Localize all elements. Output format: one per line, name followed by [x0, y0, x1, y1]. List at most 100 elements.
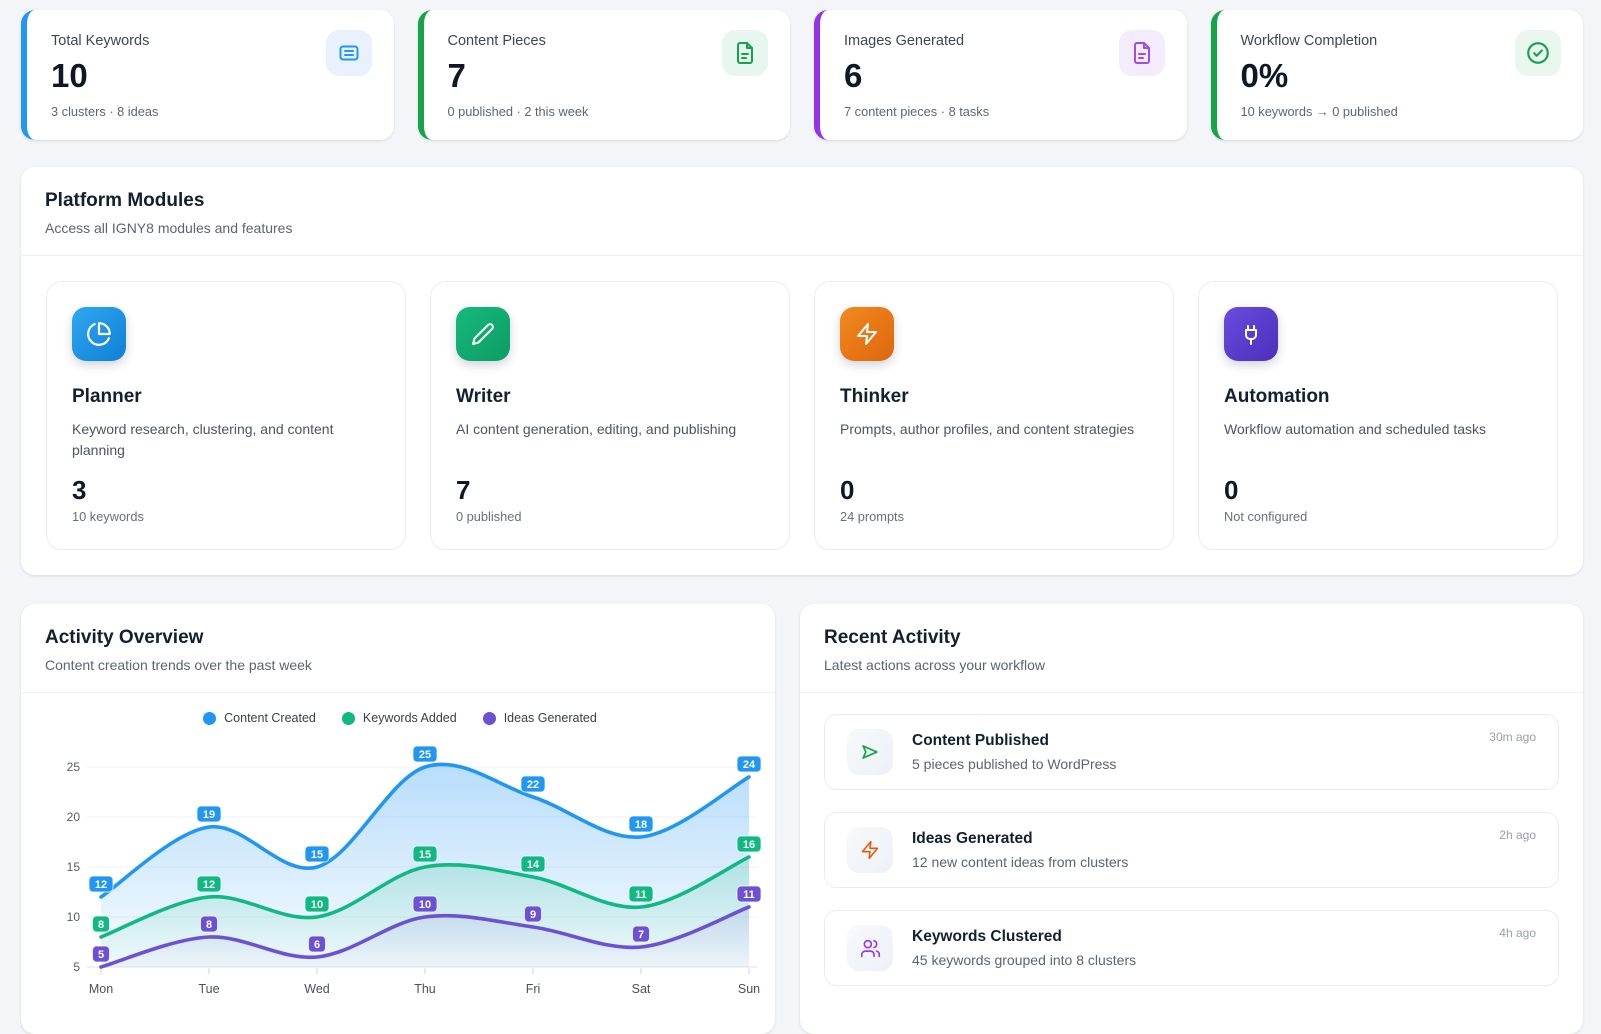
- module-title: Automation: [1224, 386, 1330, 407]
- activity-description: 12 new content ideas from clusters: [912, 854, 1129, 870]
- stat-label: Content Pieces: [447, 33, 546, 49]
- svg-text:Sun: Sun: [738, 982, 760, 996]
- legend-label: Keywords Added: [362, 711, 457, 725]
- panel-subtitle: Content creation trends over the past we…: [45, 657, 312, 673]
- svg-text:18: 18: [635, 819, 647, 831]
- svg-text:8: 8: [206, 919, 212, 931]
- module-count: 3: [72, 475, 87, 505]
- legend-label: Ideas Generated: [503, 711, 597, 725]
- series-2: [99, 905, 751, 969]
- activity-timestamp: 30m ago: [1489, 730, 1536, 744]
- activity-list: Content Published 5 pieces published to …: [800, 693, 1583, 1029]
- recent-activity-header: Recent Activity Latest actions across yo…: [800, 604, 1583, 692]
- svg-text:5: 5: [98, 949, 104, 961]
- module-title: Writer: [456, 386, 511, 407]
- svg-text:15: 15: [419, 849, 431, 861]
- legend-dot: [341, 711, 355, 725]
- chart-legend: Content Created Keywords Added Ideas Gen…: [43, 711, 757, 725]
- svg-text:Sat: Sat: [632, 982, 651, 996]
- panel-subtitle: Latest actions across your workflow: [824, 657, 1045, 673]
- platform-modules-panel: Platform Modules Access all IGNY8 module…: [21, 167, 1583, 575]
- pie-chart-icon: [72, 307, 126, 361]
- zap-icon: [847, 827, 893, 873]
- users-icon: [847, 925, 893, 971]
- activity-line-chart: 5 10 15 20 25 Mon Tue Wed Thu Fri Sat Sun 12 19 15 25 22…: [67, 745, 762, 996]
- panel-title: Platform Modules: [45, 190, 205, 211]
- panel-title: Recent Activity: [824, 627, 961, 648]
- svg-text:6: 6: [314, 939, 320, 951]
- module-sub: 24 prompts: [840, 509, 905, 524]
- svg-text:10: 10: [419, 899, 431, 911]
- stat-card-workflow-completion: Workflow Completion 0% 10 keywords → 0 p…: [1210, 10, 1583, 140]
- activity-item-ideas-generated: Ideas Generated 12 new content ideas fro…: [824, 812, 1559, 888]
- platform-modules-header: Platform Modules Access all IGNY8 module…: [21, 167, 1583, 255]
- activity-description: 45 keywords grouped into 8 clusters: [912, 952, 1137, 968]
- document-icon: [1118, 30, 1165, 76]
- svg-text:25: 25: [419, 749, 431, 761]
- panel-subtitle: Access all IGNY8 modules and features: [45, 220, 293, 236]
- stat-sub: 3 clusters · 8 ideas: [51, 104, 159, 119]
- svg-text:11: 11: [743, 889, 755, 901]
- legend-item-ideas-generated: Ideas Generated: [482, 711, 597, 725]
- activity-text: Ideas Generated 12 new content ideas fro…: [912, 830, 1480, 870]
- svg-text:14: 14: [527, 859, 540, 871]
- chart-x-axis: Mon Tue Wed Thu Fri Sat Sun: [89, 968, 760, 996]
- legend-item-content-created: Content Created: [203, 711, 316, 725]
- stat-value: 7: [447, 57, 466, 94]
- send-icon: [847, 729, 893, 775]
- module-card-planner[interactable]: Planner Keyword research, clustering, an…: [46, 281, 406, 550]
- svg-text:22: 22: [527, 779, 539, 791]
- document-icon: [722, 30, 768, 76]
- module-description: Keyword research, clustering, and conten…: [72, 421, 334, 458]
- svg-text:Thu: Thu: [414, 982, 436, 996]
- legend-label: Content Created: [224, 711, 316, 725]
- module-card-writer[interactable]: Writer AI content generation, editing, a…: [430, 281, 790, 550]
- svg-text:Fri: Fri: [526, 982, 541, 996]
- module-count: 0: [1224, 475, 1239, 505]
- module-count: 7: [456, 475, 471, 505]
- plug-icon: [1224, 307, 1278, 361]
- chart-area: Content Created Keywords Added Ideas Gen…: [21, 693, 775, 1005]
- activity-text: Content Published 5 pieces published to …: [912, 732, 1470, 772]
- svg-text:12: 12: [203, 879, 215, 891]
- module-description: AI content generation, editing, and publ…: [456, 421, 737, 437]
- activity-timestamp: 4h ago: [1499, 926, 1536, 940]
- activity-description: 5 pieces published to WordPress: [912, 756, 1117, 772]
- stat-card-content-pieces: Content Pieces 7 0 published · 2 this we…: [417, 10, 790, 140]
- svg-text:19: 19: [203, 809, 215, 821]
- svg-text:10: 10: [311, 899, 323, 911]
- svg-text:Tue: Tue: [198, 982, 219, 996]
- modules-grid: Planner Keyword research, clustering, an…: [21, 256, 1583, 575]
- svg-text:Wed: Wed: [304, 982, 330, 996]
- svg-text:15: 15: [67, 860, 81, 874]
- module-count: 0: [840, 475, 855, 505]
- stat-sub: 10 keywords → 0 published: [1240, 104, 1398, 119]
- panel-title: Activity Overview: [45, 627, 204, 648]
- svg-text:15: 15: [311, 849, 323, 861]
- stat-label: Workflow Completion: [1240, 33, 1378, 49]
- activity-text: Keywords Clustered 45 keywords grouped i…: [912, 928, 1480, 968]
- zap-icon: [840, 307, 894, 361]
- bottom-row: Activity Overview Content creation trend…: [21, 604, 1583, 1034]
- legend-dot: [482, 711, 496, 725]
- stat-value: 6: [844, 57, 863, 94]
- svg-text:5: 5: [73, 960, 80, 974]
- svg-text:24: 24: [743, 759, 756, 771]
- stat-value: 10: [51, 57, 88, 94]
- module-sub: 0 published: [456, 509, 522, 524]
- activity-overview-panel: Activity Overview Content creation trend…: [21, 604, 775, 1034]
- stat-label: Images Generated: [844, 33, 965, 49]
- stat-label: Total Keywords: [51, 33, 150, 49]
- point-labels: 12 19 15 25 22 18 24 8 12 10 15 14 11 16 5 8 6 10 9 7 11: [88, 745, 762, 963]
- module-sub: Not configured: [1224, 509, 1308, 524]
- module-card-automation[interactable]: Automation Workflow automation and sched…: [1198, 281, 1558, 550]
- activity-title: Content Published: [912, 732, 1049, 749]
- svg-text:9: 9: [530, 909, 536, 921]
- module-title: Thinker: [840, 386, 909, 407]
- module-card-thinker[interactable]: Thinker Prompts, author profiles, and co…: [814, 281, 1174, 550]
- activity-item-content-published: Content Published 5 pieces published to …: [824, 714, 1559, 790]
- activity-timestamp: 2h ago: [1499, 828, 1536, 842]
- stats-row: Total Keywords 10 3 clusters · 8 ideas C…: [21, 10, 1583, 140]
- svg-text:11: 11: [635, 889, 647, 901]
- legend-dot: [203, 711, 217, 725]
